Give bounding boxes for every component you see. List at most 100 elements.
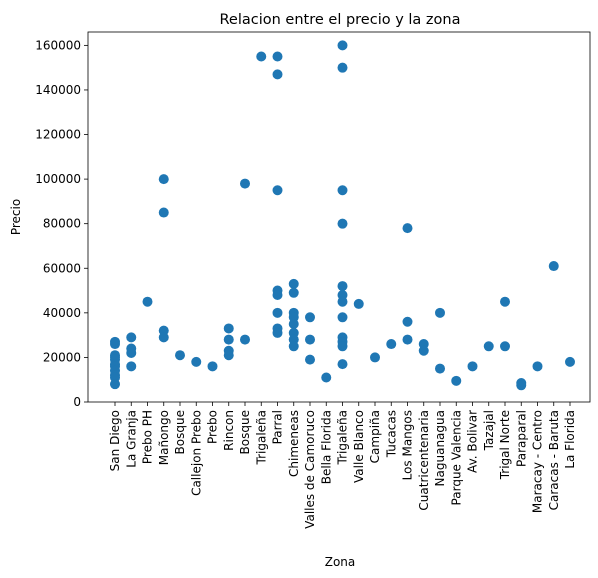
x-tick-label: Prebo [206, 410, 220, 444]
data-point [435, 363, 445, 374]
data-point [435, 307, 445, 318]
data-point [158, 174, 169, 185]
data-point [467, 361, 478, 372]
data-point [402, 316, 413, 327]
x-tick-label: Bella Florida [319, 410, 333, 484]
data-points [110, 40, 575, 391]
data-point [207, 361, 218, 372]
data-point [126, 347, 137, 358]
data-point [272, 290, 283, 301]
x-axis-label: Zona [325, 555, 356, 569]
chart-title: Relacion entre el precio y la zona [220, 12, 461, 28]
data-point [418, 345, 429, 356]
y-tick-label: 0 [73, 395, 81, 409]
x-tick-label: Valles de Camoruco [303, 410, 317, 529]
data-point [337, 40, 348, 51]
x-tick-label: San Diego [108, 410, 122, 471]
data-point [337, 341, 348, 352]
data-point [337, 296, 348, 307]
x-tick-label: Los Mangos [401, 410, 415, 480]
data-point [126, 361, 137, 372]
data-point [272, 69, 283, 80]
x-tick-label: Naguanagua [433, 410, 447, 486]
data-point [191, 356, 202, 367]
y-tick-label: 80000 [43, 217, 81, 231]
y-tick-label: 60000 [43, 261, 81, 275]
x-tick-label: Bosque [238, 410, 252, 454]
data-point [240, 178, 250, 189]
data-point [223, 323, 234, 334]
y-tick-label: 160000 [35, 38, 81, 52]
x-tick-label: Bosque [173, 410, 187, 454]
data-point [175, 350, 185, 361]
data-point [110, 339, 120, 350]
data-point [321, 372, 332, 383]
x-tick-label: Parque Valencia [449, 410, 463, 505]
data-point [126, 332, 137, 343]
data-point [223, 350, 234, 361]
data-point [288, 287, 299, 298]
data-point [500, 341, 510, 352]
data-point [272, 51, 283, 62]
x-tick-label: Trigaleña [336, 410, 350, 465]
data-point [565, 356, 575, 367]
x-tick-label: La Florida [563, 410, 577, 469]
y-tick-label: 140000 [35, 83, 81, 97]
data-point [240, 334, 250, 345]
data-point [402, 223, 413, 234]
data-point [158, 207, 169, 218]
data-point [223, 334, 234, 345]
data-point [337, 281, 348, 292]
data-point [353, 298, 364, 309]
y-tick-label: 120000 [35, 128, 81, 142]
x-tick-label: Cuatricentenaria [417, 410, 431, 511]
x-tick-label: Callejon Prebo [189, 410, 203, 496]
y-axis-ticks: 0 20000 40000 60000 80000 100000 120000 140000 1… [35, 38, 88, 409]
data-point [451, 375, 462, 386]
data-point [110, 379, 120, 390]
plot-area-frame [87, 31, 591, 403]
data-point [337, 312, 348, 323]
y-axis-label: Precio [9, 199, 23, 235]
data-point [272, 327, 283, 338]
data-point [337, 218, 348, 229]
y-tick-label: 20000 [43, 350, 81, 364]
data-point [142, 296, 153, 307]
x-tick-label: La Granja [124, 410, 138, 468]
x-tick-label: Parral [271, 410, 285, 444]
data-point [483, 341, 494, 352]
x-axis-ticks: San Diego La Granja Prebo PH Mañongo Bosque C… [108, 402, 577, 529]
x-tick-label: Valle Blanco [352, 410, 366, 483]
x-tick-label: Maracay - Centro [531, 410, 545, 513]
data-point [516, 380, 527, 391]
x-tick-label: Caracas - Baruta [547, 410, 561, 510]
data-point [402, 334, 413, 345]
x-tick-label: Mañongo [157, 410, 171, 465]
x-tick-label: Chimeneas [287, 410, 301, 477]
data-point [500, 296, 510, 307]
x-tick-label: Trigal Norte [498, 410, 512, 480]
x-tick-label: Prebo PH [141, 410, 155, 464]
data-point [288, 341, 299, 352]
x-tick-label: Campiña [368, 410, 382, 463]
data-point [386, 339, 397, 350]
y-tick-label: 100000 [35, 172, 81, 186]
x-tick-label: Tucacas [384, 410, 398, 458]
data-point [337, 185, 348, 196]
data-point [288, 278, 299, 289]
data-point [305, 354, 315, 365]
x-tick-label: Trigaleña [254, 410, 268, 465]
x-tick-label: Av. Bolivar [466, 410, 480, 473]
data-point [370, 352, 380, 363]
data-point [305, 334, 315, 345]
y-tick-label: 40000 [43, 306, 81, 320]
data-point [337, 359, 348, 370]
data-point [288, 318, 299, 329]
data-point [256, 51, 267, 62]
x-tick-label: Tazajal [482, 410, 496, 451]
data-point [337, 62, 348, 73]
data-point [548, 261, 559, 272]
data-point [272, 185, 283, 196]
